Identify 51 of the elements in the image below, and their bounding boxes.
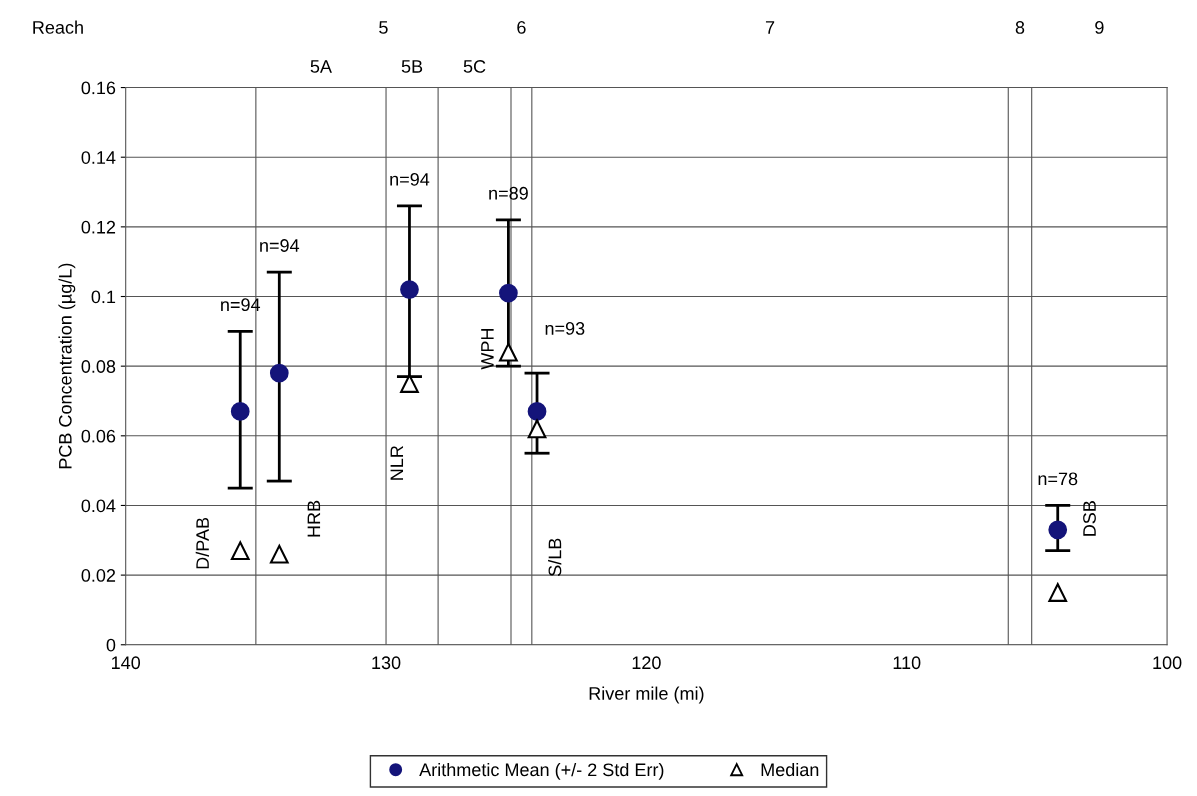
point: [400, 374, 419, 393]
y-tick-label: 0.04: [81, 499, 116, 513]
x-tick-label: 130: [372, 656, 401, 670]
y-tick-label: 0.14: [81, 151, 116, 164]
annotation: D/PAB: [195, 517, 209, 569]
text: Reach: [33, 20, 83, 34]
point: [230, 541, 250, 561]
point: [269, 544, 289, 564]
text: 5: [379, 21, 388, 34]
text: 8: [1015, 21, 1025, 34]
annotation: n=89: [489, 186, 528, 200]
x-tick-label: 100: [1153, 656, 1182, 670]
y-tick-label: 0.1: [91, 290, 116, 304]
text: 5B: [401, 60, 423, 73]
annotation: n=94: [221, 298, 261, 312]
x-tick-label: 110: [893, 656, 921, 670]
point: [527, 402, 547, 421]
point: [1048, 583, 1068, 602]
y-tick-label: 0.06: [81, 429, 116, 443]
annotation: NLR: [390, 445, 404, 480]
y-tick-label: 0.12: [81, 220, 116, 234]
x-tick-label: 120: [632, 656, 661, 670]
text: 9: [1095, 21, 1104, 34]
point: [499, 283, 518, 303]
point: [400, 280, 419, 299]
point: [527, 419, 547, 439]
x-tick-label: 140: [112, 656, 141, 670]
text: 5C: [463, 60, 486, 73]
point: [1048, 520, 1068, 540]
annotation: n=93: [545, 322, 585, 335]
point: [499, 342, 518, 362]
annotation: n=94: [260, 239, 300, 252]
y-axis-title: PCB Concentration (µg/L): [58, 263, 76, 469]
y-tick-label: 0.16: [81, 81, 116, 95]
annotation: WPH: [481, 328, 494, 370]
annotation: S/LB: [548, 538, 562, 577]
annotation: DSB: [1083, 501, 1096, 536]
text: 5A: [310, 60, 332, 73]
legend-label: Arithmetic Mean (+/- 2 Std Err): [419, 762, 664, 780]
annotation: n=78: [1038, 472, 1078, 486]
y-tick-label: 0.02: [81, 569, 116, 582]
x-axis-title: River mile (mi): [589, 686, 704, 704]
annotation: n=94: [390, 172, 430, 186]
annotation: HRB: [307, 500, 321, 537]
text: 6: [517, 21, 526, 34]
legend-label: Median: [761, 762, 819, 777]
point: [269, 363, 289, 383]
text: 7: [765, 21, 775, 34]
y-tick-label: 0: [106, 638, 116, 652]
y-tick-label: 0.08: [81, 360, 116, 373]
point: [230, 402, 250, 421]
